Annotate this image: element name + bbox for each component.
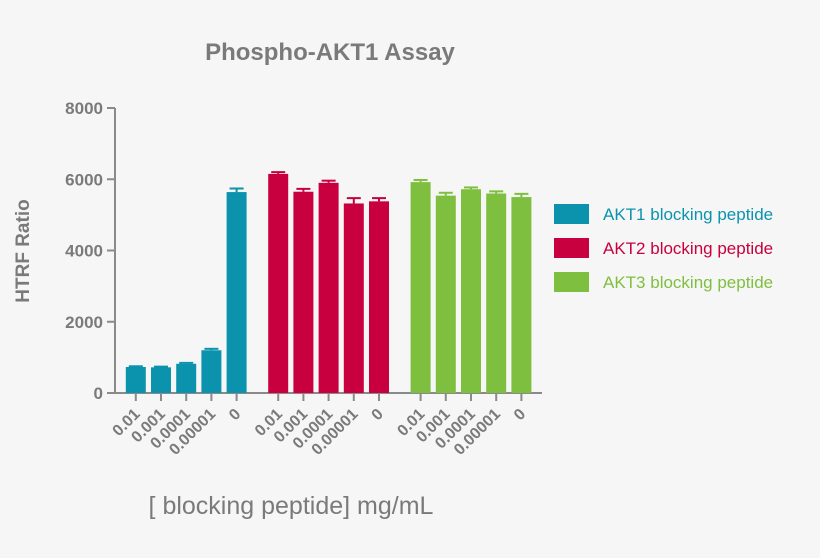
legend-swatch — [554, 204, 589, 224]
bar — [201, 350, 222, 393]
bar — [151, 367, 171, 393]
bar — [125, 366, 146, 393]
bars-group — [125, 171, 532, 393]
legend-swatch — [554, 272, 589, 292]
legend-label: AKT3 blocking peptide — [603, 273, 773, 292]
legend: AKT1 blocking peptide AKT2 blocking pepti… — [554, 204, 773, 292]
bar — [369, 201, 389, 393]
bar — [511, 197, 532, 393]
legend-label: AKT2 blocking peptide — [603, 239, 773, 258]
y-tick-label: 8000 — [65, 99, 103, 118]
bar — [226, 192, 247, 393]
bar — [268, 173, 289, 393]
y-tick-label: 2000 — [65, 313, 103, 332]
x-axis-label: [ blocking peptide] mg/mL — [149, 492, 434, 520]
bar — [293, 191, 314, 393]
bar — [461, 189, 481, 393]
legend-label: AKT1 blocking peptide — [603, 205, 773, 224]
legend-swatch — [554, 238, 589, 258]
y-tick-label: 4000 — [65, 242, 103, 261]
y-axis-label: HTRF Ratio — [13, 199, 34, 302]
x-tick-label: 0 — [226, 406, 244, 424]
chart-title: Phospho-AKT1 Assay — [205, 39, 455, 66]
y-tick-label: 0 — [94, 384, 103, 403]
bar — [318, 182, 339, 393]
bar — [343, 203, 364, 393]
x-tick-label: 0 — [369, 406, 387, 424]
bar — [176, 363, 197, 393]
x-tick-label: 0 — [511, 406, 529, 424]
bar — [435, 195, 456, 393]
bar — [410, 182, 431, 393]
bar — [486, 193, 507, 393]
y-tick-label: 6000 — [65, 170, 103, 189]
